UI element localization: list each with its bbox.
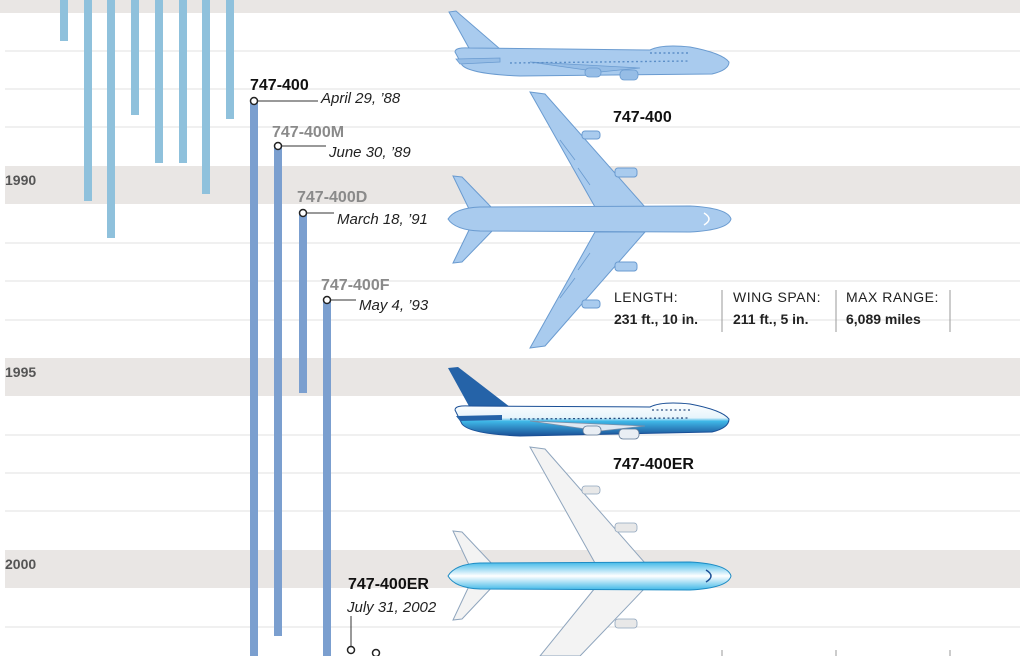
plane-747-400-top-view [447,91,732,349]
old-bar [155,0,163,163]
variant-date-747-400f: May 4, ’93 [359,297,429,314]
plane-747-400er-top-view [447,446,732,656]
variant-date-747-400m: June 30, ’89 [329,144,411,161]
marker-747-400er-2 [371,648,381,656]
year-band-1995 [5,358,1020,396]
old-bar [179,0,187,163]
old-bar [107,0,115,238]
variant-name-747-400f: 747-400F [321,277,390,294]
old-bar [131,0,139,115]
spec-range-value: 6,089 miles [846,311,921,327]
spec-wingspan-label: WING SPAN: [733,289,821,305]
old-bar [202,0,210,194]
plane-747-400-side-view [448,10,730,81]
variant-name-747-400d: 747-400D [297,189,368,206]
bar-747-400 [250,102,258,656]
start-markers [249,96,381,656]
marker-747-400m [273,141,283,151]
spec-length-label: LENGTH: [614,289,679,305]
old-bar [84,0,92,201]
plane-title-747-400: 747-400 [613,109,672,126]
variant-bars [250,102,331,656]
variant-name-747-400: 747-400 [250,77,309,94]
spec-wingspan-value: 211 ft., 5 in. [733,311,809,327]
variant-date-747-400er: July 31, 2002 [347,599,437,616]
variant-date-747-400: April 29, ’88 [321,90,401,107]
bar-747-400d [299,213,307,393]
variant-date-747-400d: March 18, ’91 [337,211,428,228]
plane-title-747-400er: 747-400ER [613,456,694,473]
variant-name-747-400m: 747-400M [272,124,345,141]
year-band-top [0,0,1020,13]
old-bar [60,0,68,41]
plane-747-400er-side-view [448,367,730,440]
marker-747-400d [298,208,308,218]
variant-name-747-400er: 747-400ER [348,576,429,593]
earlier-variant-bars [60,0,234,238]
year-band-1990 [5,166,1020,204]
spec-length-value: 231 ft., 10 in. [614,311,699,327]
bar-747-400f [323,300,331,656]
bar-747-400m [274,146,282,636]
date-connectors [258,100,356,648]
spec-range-label: MAX RANGE: [846,289,939,305]
year-label-1990: 1990 [5,172,37,188]
marker-747-400f [322,295,332,305]
year-bands [0,0,1020,588]
spec-dividers [721,290,951,656]
year-label-1995: 1995 [5,364,37,380]
old-bar [226,0,234,119]
year-label-2000: 2000 [5,556,37,572]
marker-747-400 [249,96,259,106]
marker-747-400er [346,645,356,655]
